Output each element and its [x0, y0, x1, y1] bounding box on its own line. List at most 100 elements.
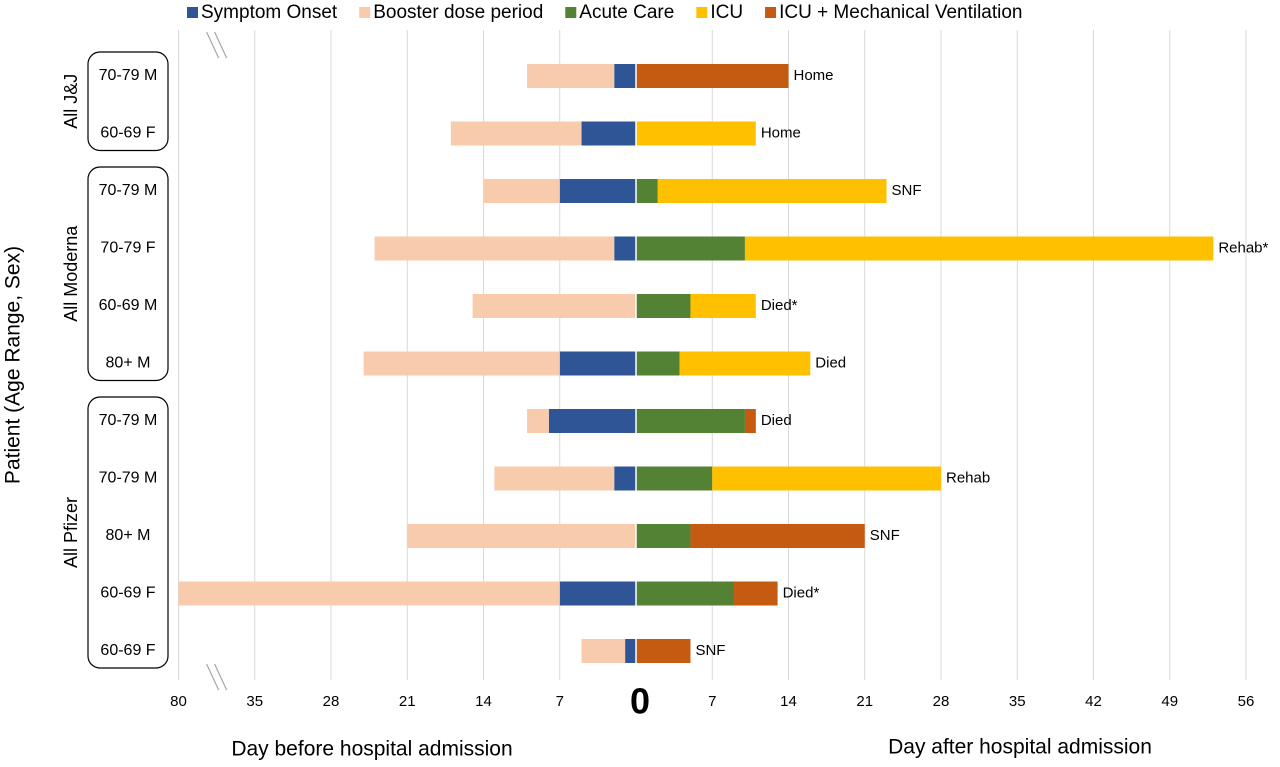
legend-swatch [359, 7, 371, 18]
x-tick-label: 21 [856, 693, 873, 710]
bar-segment [581, 639, 626, 663]
outcome-label: Rehab [946, 469, 990, 486]
bar-segment [407, 524, 636, 548]
bar-segment [744, 409, 756, 433]
bar-segment [527, 409, 549, 433]
outcome-label: Home [761, 124, 801, 141]
bar-segment [527, 64, 615, 88]
row-label: 60-69 M [99, 297, 158, 314]
bar-segment [744, 236, 1214, 261]
legend-label: Symptom Onset [201, 2, 338, 23]
bar-segment [450, 121, 582, 146]
bar-segment [559, 179, 636, 203]
bar-segment [636, 179, 658, 203]
bar-segment [636, 236, 745, 261]
bar-segment [690, 524, 865, 548]
bar-segment [679, 351, 811, 376]
x-tick-label: 28 [933, 693, 950, 710]
bar-segment [636, 294, 691, 318]
x-axis-title-after: Day after hospital admission [888, 736, 1152, 759]
axis-break-mark [206, 31, 220, 59]
outcome-label: SNF [892, 182, 922, 199]
row-label: 80+ M [106, 355, 151, 372]
row-label: 60-69 F [100, 642, 155, 659]
bar-segment [636, 466, 713, 491]
row-label: 60-69 F [100, 585, 155, 602]
bar-segment [363, 351, 560, 376]
outcome-label: Died* [783, 584, 820, 601]
bar-segment [734, 581, 778, 606]
bar-segment [636, 351, 680, 376]
axis-break-gap [206, 31, 227, 59]
outcome-label: Died [815, 354, 846, 371]
group-bracket [87, 166, 169, 382]
axis-break-gap [206, 663, 227, 691]
x-tick-label: 14 [780, 693, 797, 710]
bar-segment [690, 294, 756, 318]
row-label: 70-79 F [100, 240, 155, 257]
row-label: 70-79 M [99, 182, 158, 199]
bar-segment [178, 581, 560, 606]
x-tick-label: 42 [1085, 693, 1102, 710]
bar-segment [494, 466, 615, 491]
row-label: 70-79 M [99, 412, 158, 429]
group-label: All Moderna [61, 225, 81, 322]
row-label: 70-79 M [99, 470, 158, 487]
group-label: All Pfizer [61, 497, 81, 568]
bar-segment [636, 409, 745, 433]
bar-segment [625, 639, 636, 663]
bar-segment [636, 524, 691, 548]
legend-label: ICU [710, 2, 743, 23]
x-tick-label: 7 [708, 693, 716, 710]
outcome-label: SNF [870, 527, 900, 544]
bar-segment [483, 179, 560, 203]
x-tick-label: 35 [246, 693, 263, 710]
group-bracket [87, 396, 169, 669]
group-bracket [87, 51, 169, 152]
x-tick-label: 56 [1238, 693, 1255, 710]
bar-segment [559, 581, 636, 606]
bar-segment [636, 639, 691, 663]
x-tick-label: 35 [1009, 693, 1026, 710]
x-tick-label: 21 [399, 693, 416, 710]
bar-segment [559, 351, 636, 376]
outcome-label: Died [761, 412, 792, 429]
bar-segment [614, 236, 636, 261]
bar-segment [374, 236, 615, 261]
y-axis-title: Patient (Age Range, Sex) [2, 246, 25, 484]
outcome-label: Home [794, 67, 834, 84]
bar-segment [657, 179, 887, 203]
group-label: All J&J [61, 74, 81, 129]
x-tick-label: 49 [1161, 693, 1178, 710]
x-tick-label: 7 [556, 693, 564, 710]
axis-break-mark [206, 663, 220, 691]
bar-segment [636, 581, 735, 606]
bar-segment [548, 409, 636, 433]
row-label: 60-69 F [100, 125, 155, 142]
bar-segment [712, 466, 941, 491]
bar-segment [581, 121, 636, 146]
bar-segment [472, 294, 636, 318]
bar-segment [614, 466, 636, 491]
x-tick-label: 14 [475, 693, 492, 710]
x-axis-title-before: Day before hospital admission [231, 738, 512, 761]
bar-segment [636, 64, 789, 88]
bar-segment [636, 121, 756, 146]
legend-swatch [765, 7, 777, 18]
legend-swatch [187, 7, 198, 18]
x-tick-label: 80 [170, 693, 187, 710]
outcome-label: Rehab* [1218, 239, 1268, 256]
outcome-label: Died* [761, 297, 798, 314]
row-label: 70-79 M [99, 67, 158, 84]
outcome-label: SNF [695, 642, 725, 659]
legend-swatch [696, 7, 708, 18]
axis-break-mark [214, 31, 228, 59]
bar-segment [614, 64, 636, 88]
zero-tick-label: 0 [630, 681, 650, 722]
legend-label: ICU + Mechanical Ventilation [779, 2, 1022, 23]
x-tick-label: 28 [323, 693, 340, 710]
legend-label: Booster dose period [373, 2, 543, 23]
row-label: 80+ M [106, 527, 151, 544]
legend-label: Acute Care [579, 2, 674, 23]
